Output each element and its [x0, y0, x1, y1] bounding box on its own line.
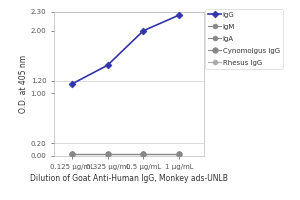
Line: Cynomolgus IgG: Cynomolgus IgG [69, 151, 182, 157]
Y-axis label: O.D. at 405 nm: O.D. at 405 nm [19, 55, 28, 113]
IgG [106, 64, 110, 66]
IgA [142, 153, 145, 155]
X-axis label: Dilution of Goat Anti-Human IgG, Monkey ads-UNLB: Dilution of Goat Anti-Human IgG, Monkey … [30, 174, 228, 183]
IgM [142, 153, 145, 155]
IgA [70, 153, 74, 155]
IgM [106, 153, 110, 155]
Rhesus IgG [177, 153, 181, 155]
Line: IgG: IgG [69, 13, 182, 86]
IgG [70, 83, 74, 85]
IgA [106, 153, 110, 155]
Cynomolgus IgG [70, 153, 74, 155]
Legend: IgG, IgM, IgA, Cynomolgus IgG, Rhesus IgG: IgG, IgM, IgA, Cynomolgus IgG, Rhesus Ig… [206, 9, 283, 69]
Rhesus IgG [70, 153, 74, 155]
Line: IgA: IgA [69, 152, 182, 157]
Cynomolgus IgG [177, 153, 181, 155]
Cynomolgus IgG [106, 153, 110, 155]
IgM [177, 153, 181, 155]
IgA [177, 153, 181, 155]
Line: Rhesus IgG: Rhesus IgG [69, 152, 182, 157]
IgM [70, 153, 74, 155]
Rhesus IgG [106, 153, 110, 155]
IgG [142, 30, 145, 32]
IgG [177, 14, 181, 16]
Line: IgM: IgM [69, 152, 182, 157]
Cynomolgus IgG [142, 153, 145, 155]
Rhesus IgG [142, 153, 145, 155]
